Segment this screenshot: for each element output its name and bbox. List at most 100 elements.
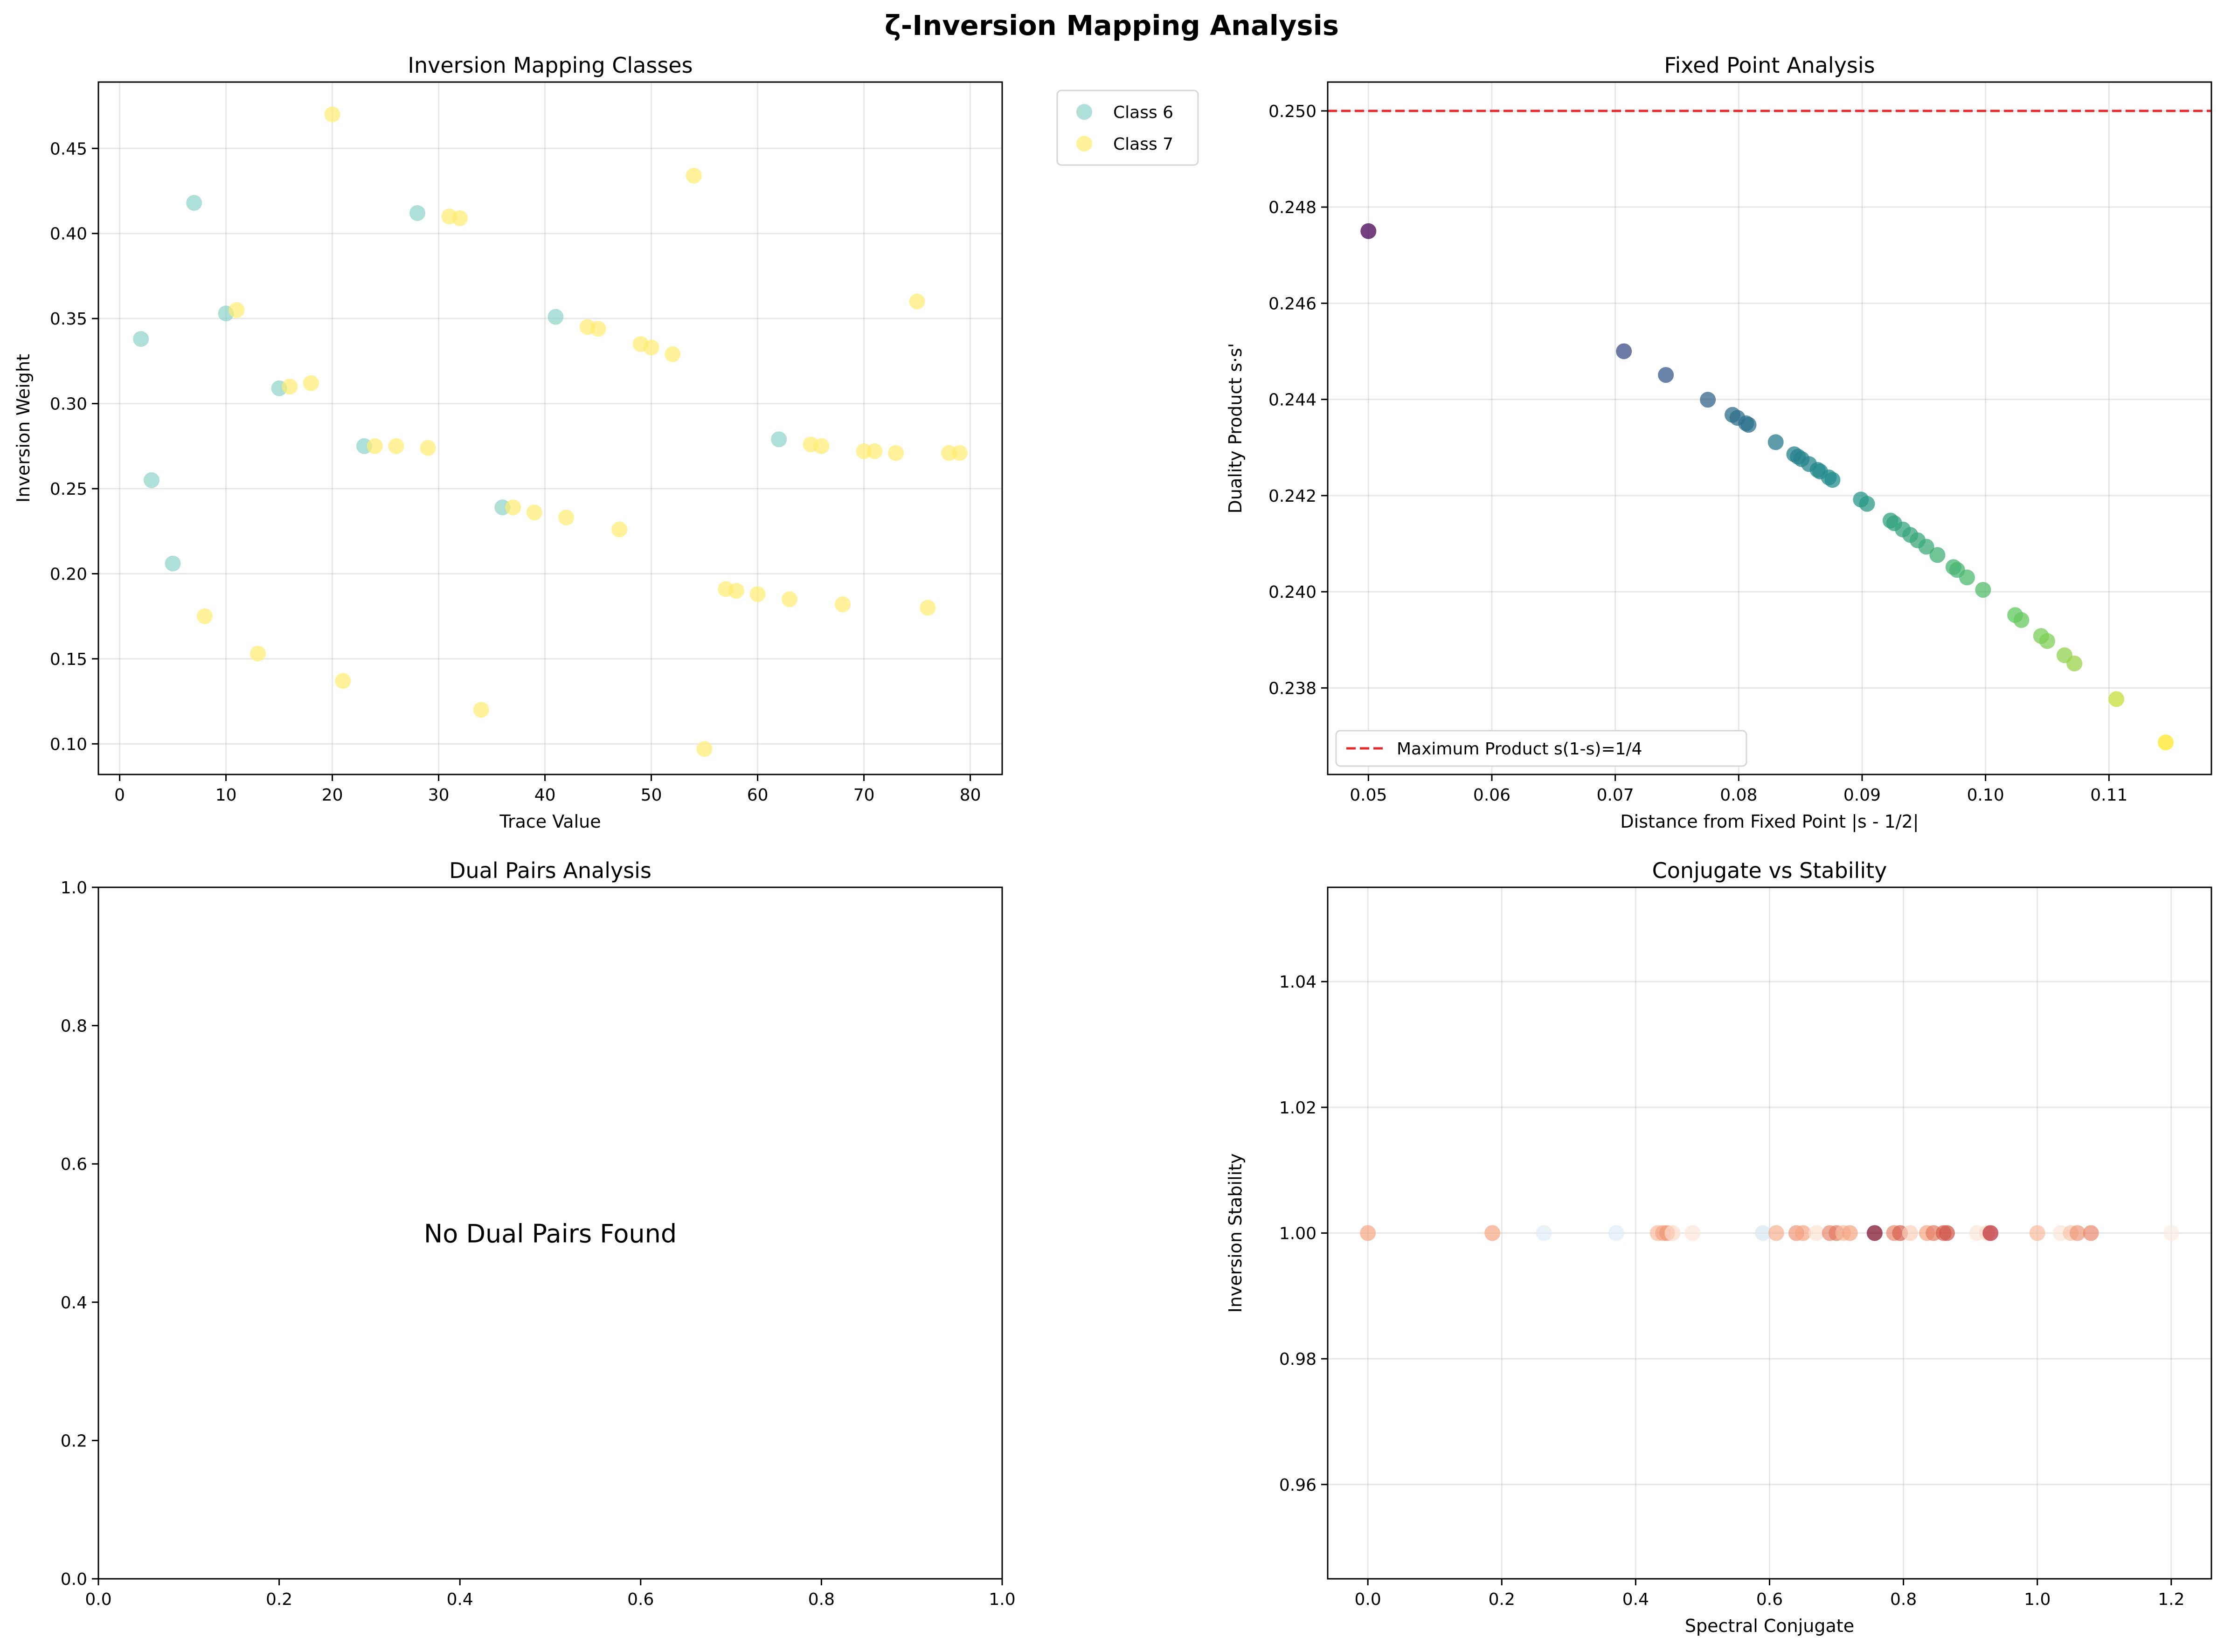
y-tick-label: 1.0 [61,878,87,898]
data-point [1360,223,1377,239]
legend-box [1335,730,1747,767]
chart-title: Fixed Point Analysis [1664,53,1875,78]
data-point-class-7 [835,596,851,613]
x-tick-label: 30 [428,786,450,805]
y-tick-label: 1.00 [1279,1224,1316,1244]
y-tick-label: 0.98 [1279,1350,1316,1369]
data-point-class-7 [643,339,659,356]
y-tick-label: 0.35 [50,310,87,329]
data-point [1959,569,1975,586]
axes-frame [1327,81,2212,775]
data-point-class-7 [420,440,436,456]
data-point-class-7 [303,375,319,391]
y-tick-label: 0.244 [1268,391,1316,410]
data-point [1755,1225,1771,1241]
data-point-class-7 [526,505,542,521]
x-axis-label: Spectral Conjugate [1685,1616,1854,1636]
y-tick-label: 0.250 [1268,102,1316,121]
chart-title: Conjugate vs Stability [1652,858,1887,883]
data-point-class-7 [813,438,830,454]
data-point-class-7 [611,521,628,538]
y-tick-label: 0.45 [50,139,87,159]
data-point-class-7 [229,302,245,318]
x-tick-label: 0 [114,786,125,805]
y-tick-label: 0.20 [50,565,87,584]
x-tick-label: 0.0 [1355,1590,1381,1609]
chart-title: Inversion Mapping Classes [408,53,693,78]
data-point-class-7 [696,741,713,757]
data-point [1902,1225,1918,1241]
x-tick-label: 40 [534,786,556,805]
x-tick-label: 0.09 [1843,786,1881,805]
data-point [1768,1225,1784,1241]
data-point [1824,472,1841,488]
x-tick-label: 20 [322,786,343,805]
x-tick-label: 0.8 [808,1590,835,1609]
data-point [2013,612,2030,628]
data-point-class-7 [335,673,351,689]
axes-frame [97,886,1003,1580]
data-point-class-7 [782,591,797,608]
chart-title: Dual Pairs Analysis [449,858,651,883]
data-point-class-7 [388,438,404,454]
data-point [1808,1225,1824,1241]
y-axis-label: Inversion Weight [13,354,34,503]
x-tick-label: 0.08 [1720,786,1757,805]
data-point [1700,392,1716,408]
chart-panel-4: 0.0 0.2 0.4 0.6 0.8 1.0 1.2 0.96 0.98 1.00 1.02 1.0… [1225,858,2212,1636]
data-point-class-7 [920,600,936,616]
data-point [1866,1225,1883,1241]
data-point-class-7 [951,445,968,461]
data-point [1929,547,1946,563]
data-point [1740,417,1757,433]
y-tick-label: 0.6 [61,1155,87,1174]
data-point [2163,1225,2179,1241]
y-tick-label: 0.238 [1268,679,1316,698]
y-tick-label: 0.2 [61,1431,87,1451]
data-point [2158,734,2174,751]
legend-marker [1076,136,1092,152]
data-point-class-7 [324,106,340,123]
data-point-class-7 [686,167,702,184]
legend-box [1056,90,1199,166]
data-point [1842,1225,1858,1241]
data-point-class-6 [165,555,181,572]
data-point [1536,1225,1552,1241]
x-tick-label: 1.0 [2024,1590,2051,1609]
data-point [1658,367,1674,383]
y-tick-label: 0.30 [50,395,87,414]
y-tick-label: 1.02 [1279,1099,1316,1118]
data-point [1939,1225,1955,1241]
data-point-class-7 [558,510,575,526]
data-point [1360,1225,1376,1241]
y-tick-label: 0.4 [61,1293,87,1313]
legend-label: Class 7 [1113,135,1173,154]
x-tick-label: 0.0 [85,1590,111,1609]
x-tick-label: 10 [215,786,237,805]
data-point-class-6 [409,205,425,221]
data-point-class-7 [888,445,904,461]
data-point-class-7 [197,608,213,624]
data-point [1982,1225,1999,1241]
data-point [2069,1225,2085,1241]
data-point-class-7 [590,321,606,337]
y-tick-label: 0.242 [1268,487,1316,506]
data-point-class-6 [186,195,202,211]
data-point [1684,1225,1701,1241]
x-tick-label: 60 [747,786,769,805]
chart-panel-1: 0 10 20 30 40 50 60 70 80 0.10 0.15 0.20 0.25 0.30 0.3… [13,53,1199,832]
axes-frame [1327,886,2212,1580]
data-point [1616,343,1632,359]
data-point [1859,496,1875,512]
y-tick-label: 0.96 [1279,1476,1316,1495]
x-tick-label: 1.2 [2158,1590,2184,1609]
chart-panel-3: 0.0 0.2 0.4 0.6 0.8 1.0 0.0 0.2 0.4 0.6 0.8 1.0 Dual… [61,858,1016,1609]
x-axis-label: Trace Value [499,811,601,832]
y-tick-label: 0.15 [50,650,87,669]
x-tick-label: 0.06 [1473,786,1510,805]
data-point-class-7 [665,346,681,362]
legend-label: Class 6 [1113,103,1173,122]
data-point-class-6 [144,472,159,488]
data-point-class-6 [547,309,564,325]
